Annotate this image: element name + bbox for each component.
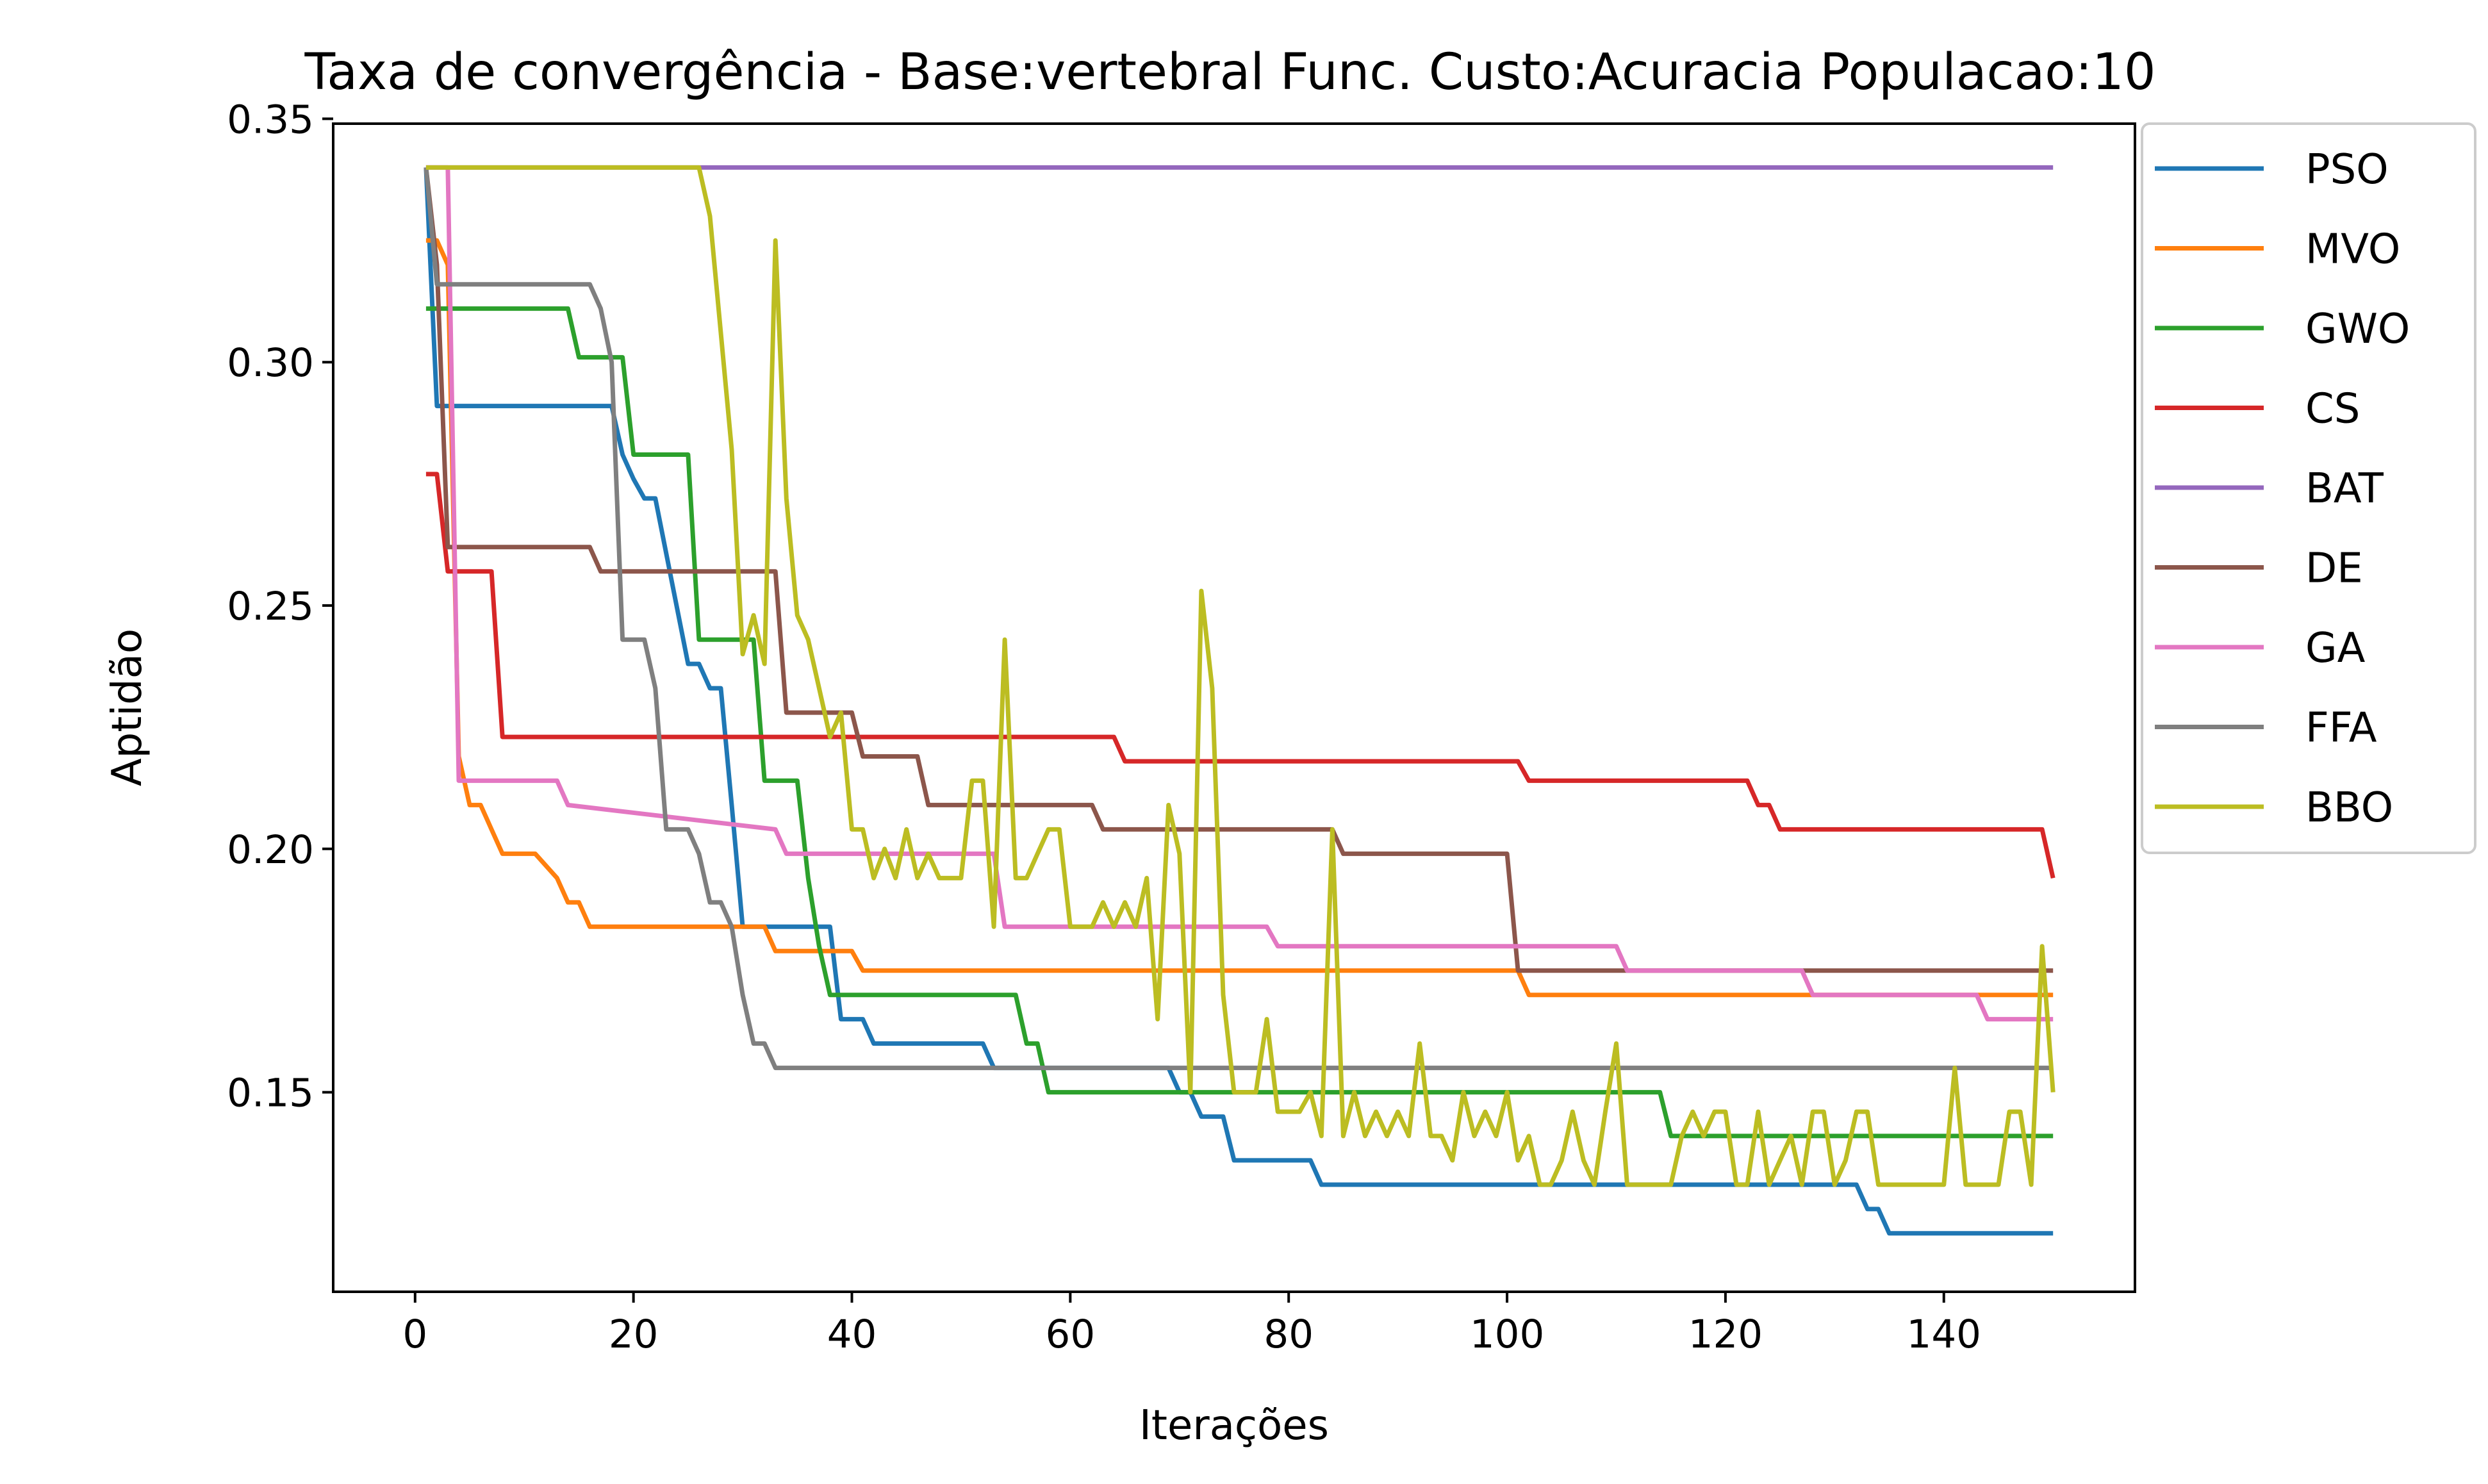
series-line-pso — [424, 167, 2054, 1236]
x-tick-label: 40 — [827, 1312, 877, 1357]
x-tick-label: 120 — [1688, 1312, 1763, 1357]
series-line-ga — [425, 165, 2054, 1022]
x-tick-label: 140 — [1907, 1312, 1981, 1357]
legend-label-pso: PSO — [2305, 146, 2389, 194]
series-line-cs — [425, 472, 2055, 879]
x-tick-label: 60 — [1046, 1312, 1096, 1357]
y-tick-label: 0.20 — [227, 827, 314, 873]
legend: PSO MVO GWO CS BAT DE GA FFA BBO — [2141, 122, 2476, 854]
x-axis-label: Iterações — [1139, 1402, 1329, 1449]
legend-label-de: DE — [2305, 545, 2363, 593]
x-tick-label: 80 — [1264, 1312, 1314, 1357]
series-layer — [424, 165, 2055, 1236]
y-axis-label: Aptidão — [104, 629, 151, 786]
x-tick-label: 20 — [609, 1312, 659, 1357]
legend-label-bbo: BBO — [2305, 784, 2393, 832]
x-tick-label: 0 — [402, 1312, 427, 1357]
legend-label-ga: GA — [2305, 625, 2366, 672]
legend-label-cs: CS — [2305, 386, 2360, 433]
series-line-gwo — [425, 306, 2054, 1139]
legend-label-ffa: FFA — [2305, 705, 2377, 752]
y-tick-label: 0.25 — [227, 584, 314, 629]
series-line-de — [424, 167, 2054, 973]
y-axis: 0.15 0.20 0.25 0.30 0.35 — [227, 97, 333, 1116]
chart-title: Taxa de convergência - Base:vertebral Fu… — [304, 44, 2155, 101]
x-axis: 0 20 40 60 80 100 120 140 — [402, 1292, 1981, 1357]
legend-frame — [2141, 122, 2476, 854]
y-tick-label: 0.35 — [227, 97, 314, 142]
y-tick-label: 0.15 — [227, 1071, 314, 1116]
legend-label-mvo: MVO — [2305, 226, 2400, 274]
series-line-bbo — [425, 165, 2055, 1187]
legend-label-gwo: GWO — [2305, 306, 2410, 353]
plot-frame — [332, 122, 2136, 1293]
y-tick-label: 0.30 — [227, 340, 314, 386]
series-line-ffa — [424, 167, 2054, 1071]
x-tick-label: 100 — [1470, 1312, 1544, 1357]
legend-label-bat: BAT — [2305, 465, 2384, 513]
